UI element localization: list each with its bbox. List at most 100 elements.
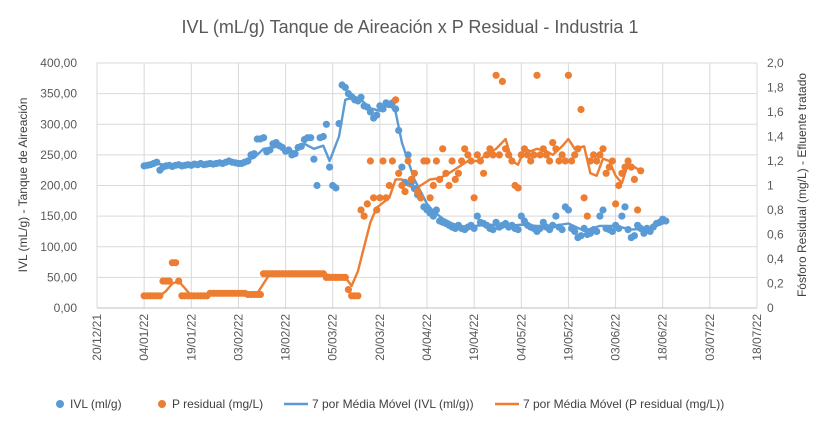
data-point bbox=[608, 157, 617, 165]
data-point bbox=[322, 120, 330, 128]
legend-label: 7 por Média Móvel (IVL (ml/g)) bbox=[312, 397, 474, 411]
data-point bbox=[341, 273, 349, 281]
data-point bbox=[489, 151, 497, 159]
x-tick-label: 04/01/22 bbox=[137, 314, 151, 361]
data-point bbox=[558, 151, 566, 159]
y-left-tick-label: 100,00 bbox=[40, 240, 77, 254]
y-right-tick-label: 2,0 bbox=[767, 56, 784, 70]
data-point bbox=[363, 200, 371, 208]
data-point bbox=[608, 227, 617, 235]
data-point bbox=[568, 157, 576, 165]
data-point bbox=[580, 194, 588, 202]
y-right-tick-label: 1,2 bbox=[767, 154, 784, 168]
data-point bbox=[410, 169, 418, 177]
data-point bbox=[165, 277, 173, 285]
data-point bbox=[244, 157, 252, 165]
data-point bbox=[379, 157, 387, 165]
x-tick-label: 19/05/22 bbox=[561, 314, 575, 361]
data-point bbox=[524, 151, 532, 159]
y-right-tick-label: 1,4 bbox=[767, 130, 784, 144]
data-point bbox=[326, 163, 334, 171]
data-point bbox=[332, 184, 340, 192]
x-tick-label: 18/06/22 bbox=[656, 314, 670, 361]
y-right-tick-label: 1,8 bbox=[767, 81, 784, 95]
x-tick-label: 18/07/22 bbox=[750, 314, 764, 361]
data-point bbox=[517, 151, 525, 159]
data-point bbox=[542, 151, 551, 159]
y-right-tick-label: 0,2 bbox=[767, 277, 784, 291]
data-point bbox=[344, 286, 352, 294]
y-left-tick-label: 0,00 bbox=[54, 301, 78, 315]
data-point bbox=[552, 212, 560, 220]
data-point bbox=[454, 169, 462, 177]
y-right-tick-label: 0 bbox=[767, 301, 774, 315]
data-point bbox=[586, 157, 595, 165]
data-point bbox=[476, 157, 484, 165]
gridlines bbox=[96, 62, 758, 309]
data-point bbox=[577, 232, 585, 240]
x-tick-label: 04/04/22 bbox=[420, 314, 434, 361]
data-point bbox=[590, 151, 598, 159]
data-point bbox=[596, 151, 604, 159]
data-point bbox=[580, 224, 588, 232]
x-tick-label: 19/04/22 bbox=[467, 314, 481, 361]
data-point bbox=[451, 175, 459, 183]
data-point bbox=[266, 146, 274, 154]
data-point bbox=[612, 200, 620, 208]
data-point bbox=[514, 226, 522, 234]
data-point bbox=[583, 212, 591, 220]
data-point bbox=[445, 181, 453, 190]
data-point bbox=[398, 163, 406, 171]
x-tick-label: 03/07/22 bbox=[703, 314, 717, 361]
data-point bbox=[527, 157, 535, 165]
x-tick-label: 05/03/22 bbox=[326, 314, 340, 361]
data-point bbox=[624, 226, 632, 234]
data-point bbox=[480, 169, 488, 177]
data-point bbox=[313, 181, 321, 190]
data-point bbox=[605, 163, 613, 171]
x-tick-label: 20/12/21 bbox=[90, 314, 104, 361]
data-point bbox=[530, 151, 538, 159]
data-point bbox=[470, 194, 478, 202]
data-point bbox=[373, 111, 381, 119]
data-point bbox=[574, 145, 582, 153]
data-point bbox=[366, 108, 374, 116]
x-tick-label: 03/06/22 bbox=[609, 314, 623, 361]
y-right-tick-label: 1,6 bbox=[767, 105, 784, 119]
data-point bbox=[464, 151, 472, 159]
data-point bbox=[423, 157, 431, 165]
y-right-tick-label: 1 bbox=[767, 179, 774, 193]
data-point bbox=[357, 206, 365, 214]
data-point bbox=[310, 155, 318, 163]
data-point bbox=[366, 157, 374, 165]
data-point bbox=[621, 203, 629, 211]
data-point bbox=[395, 126, 403, 134]
data-point bbox=[373, 206, 381, 214]
data-point bbox=[615, 224, 623, 232]
data-point bbox=[429, 212, 437, 220]
y-left-tick-label: 300,00 bbox=[40, 117, 77, 131]
data-point bbox=[319, 132, 327, 141]
data-point bbox=[360, 212, 368, 220]
data-point bbox=[414, 188, 422, 196]
data-point bbox=[448, 157, 456, 165]
data-point bbox=[407, 175, 415, 183]
data-point bbox=[153, 158, 161, 166]
data-point bbox=[429, 181, 437, 190]
data-point bbox=[637, 167, 645, 175]
data-point bbox=[473, 151, 481, 159]
data-point bbox=[250, 150, 258, 158]
data-point bbox=[555, 157, 563, 165]
data-point bbox=[388, 157, 396, 165]
data-point bbox=[593, 227, 601, 235]
y-left-tick-label: 200,00 bbox=[40, 179, 77, 193]
data-point bbox=[458, 157, 466, 165]
data-point bbox=[495, 151, 503, 159]
data-point bbox=[618, 212, 626, 220]
data-point bbox=[520, 145, 529, 153]
data-point bbox=[395, 169, 403, 177]
data-point bbox=[385, 181, 393, 190]
y-left-tick-label: 250,00 bbox=[40, 148, 77, 162]
